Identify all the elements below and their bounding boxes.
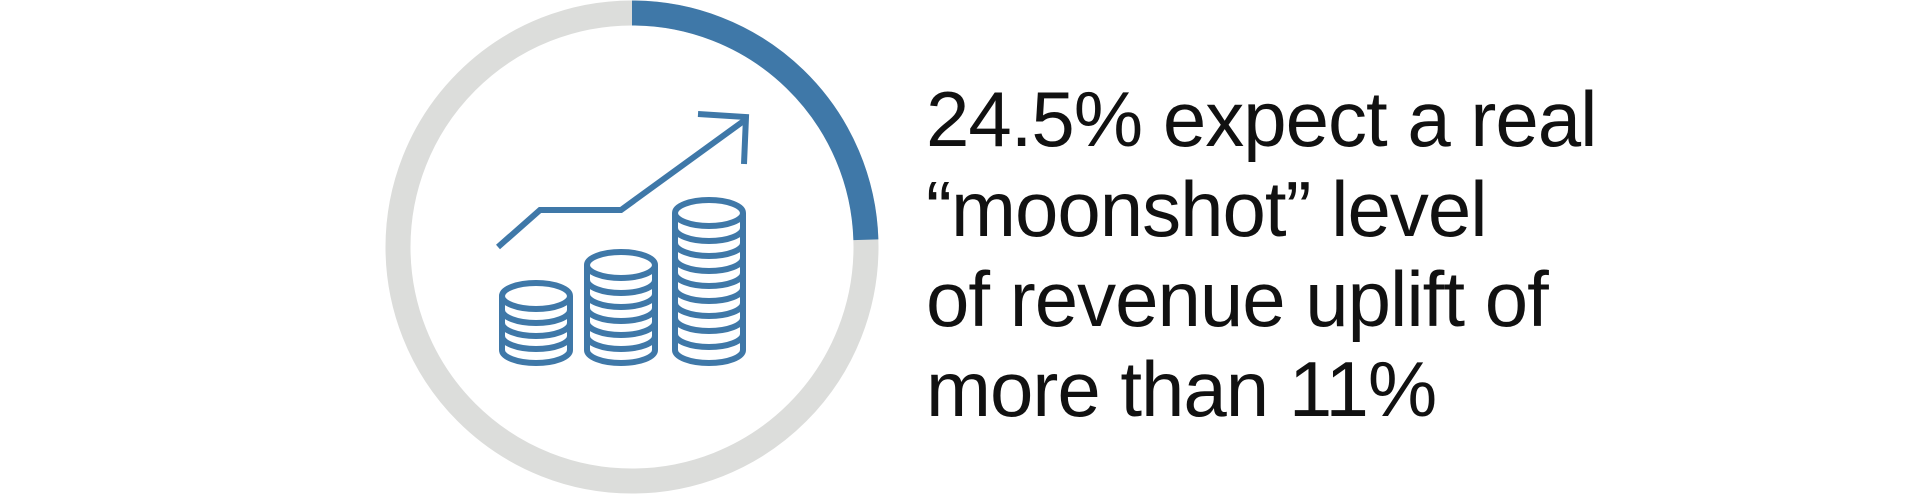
stat-text-line-1: 24.5% expect a real xyxy=(926,75,1597,163)
coin-stack-middle xyxy=(584,249,658,366)
trend-arrowhead xyxy=(697,111,750,165)
stat-text-line-2: “moonshot” level xyxy=(926,165,1488,253)
progress-ring-fill xyxy=(385,0,879,494)
coin-stack-right xyxy=(672,197,746,366)
stat-description: 24.5% expect a real “moonshot” level of … xyxy=(926,74,1826,434)
rising-coins-stack-icon xyxy=(496,111,750,366)
stat-text-line-3: of revenue uplift of xyxy=(926,255,1549,343)
progress-ring xyxy=(385,0,879,494)
trend-line xyxy=(496,117,747,250)
coin-stack-left xyxy=(499,280,573,366)
progress-ring-graphic xyxy=(385,0,879,494)
stat-text-line-4: more than 11% xyxy=(926,345,1437,433)
